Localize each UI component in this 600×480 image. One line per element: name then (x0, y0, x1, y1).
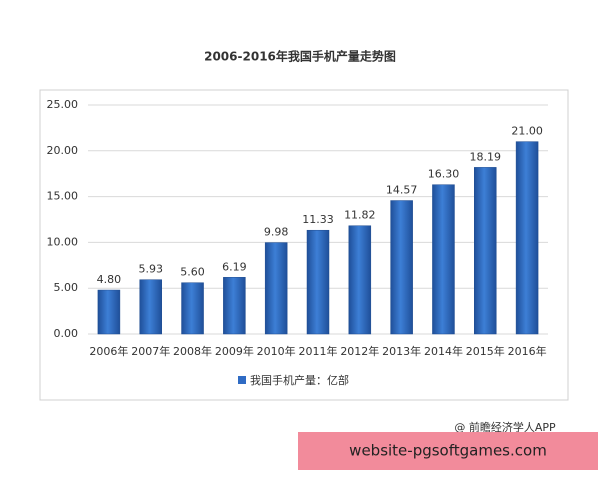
x-tick-label: 2006年 (89, 344, 128, 358)
x-tick-label: 2011年 (299, 344, 338, 358)
value-label: 16.30 (428, 168, 460, 181)
legend-label: 我国手机产量：亿部 (250, 373, 349, 387)
bar (264, 242, 288, 335)
source: @ 前瞻经济学人APP (454, 420, 556, 434)
chart-title: 2006-2016年我国手机产量走势图 (204, 49, 396, 64)
value-label: 5.93 (138, 263, 163, 276)
value-label: 5.60 (180, 266, 205, 279)
bar (223, 277, 246, 335)
x-tick-label: 2010年 (257, 344, 296, 358)
y-tick-label: 15.00 (47, 190, 79, 203)
x-tick-label: 2013年 (382, 344, 421, 358)
value-label: 21.00 (511, 125, 543, 138)
x-tick-label: 2009年 (215, 344, 254, 358)
y-tick-label: 0.00 (54, 327, 79, 340)
y-tick-label: 20.00 (47, 144, 79, 157)
y-tick-label: 10.00 (47, 235, 79, 248)
value-label: 18.19 (470, 150, 502, 163)
value-label: 11.33 (302, 213, 334, 226)
x-tick-label: 2012年 (340, 344, 379, 358)
value-label: 6.19 (222, 260, 247, 273)
bar (348, 225, 372, 335)
value-label: 4.80 (97, 273, 122, 286)
x-tick-label: 2016年 (508, 344, 547, 358)
watermark: website-pgsoftgames.com (349, 442, 547, 460)
value-label: 9.98 (264, 226, 289, 239)
bar (181, 282, 204, 335)
x-tick-label: 2014年 (424, 344, 463, 358)
legend-swatch (238, 376, 246, 384)
y-tick-label: 25.00 (47, 98, 79, 111)
watermark-box (298, 432, 598, 470)
x-tick-label: 2015年 (466, 344, 505, 358)
value-label: 14.57 (386, 184, 418, 197)
x-tick-label: 2007年 (131, 344, 170, 358)
bar (390, 200, 413, 335)
value-label: 11.82 (344, 209, 376, 222)
y-tick-label: 5.00 (54, 281, 79, 294)
x-tick-label: 2008年 (173, 344, 212, 358)
bar (432, 184, 455, 335)
bar (139, 279, 162, 335)
bar (515, 141, 539, 335)
bar (97, 289, 121, 335)
chart-frame (39, 89, 569, 401)
bar (306, 229, 330, 335)
bar (474, 167, 497, 335)
